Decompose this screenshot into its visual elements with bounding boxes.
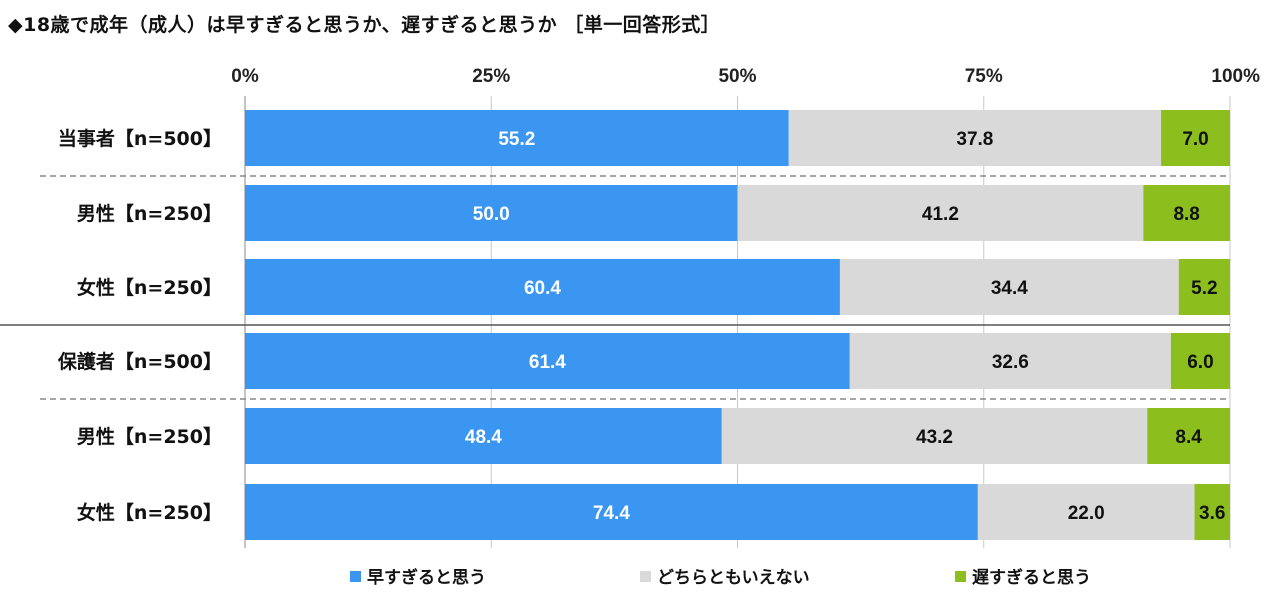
bar-segment	[1170, 333, 1230, 389]
legend-swatch	[955, 571, 966, 582]
data-label: 55.2	[498, 129, 535, 150]
category-label: 男性【n=250】	[77, 202, 222, 225]
data-label: 5.2	[1191, 278, 1217, 299]
x-tick-label: 100%	[1211, 66, 1260, 87]
bar-segment	[245, 408, 722, 464]
data-label: 60.4	[524, 278, 561, 299]
data-label: 41.2	[922, 204, 959, 225]
bar-segment	[1147, 408, 1230, 464]
bar-segment	[721, 408, 1148, 464]
legend-label: どちらともいえない	[657, 568, 810, 588]
chart-title: ◆18歳で成年（成人）は早すぎると思うか、遅すぎると思うか ［単一回答形式］	[8, 14, 721, 36]
data-label: 8.8	[1173, 204, 1199, 225]
x-tick-label: 0%	[231, 66, 259, 87]
data-label: 61.4	[529, 352, 566, 373]
group-separators	[0, 175, 1230, 400]
bar-segment	[1178, 259, 1230, 315]
bar-segment	[1161, 110, 1230, 166]
bar-segment	[977, 484, 1195, 540]
bar-segment	[1143, 185, 1230, 241]
data-label: 32.6	[992, 352, 1029, 373]
legend: 早すぎると思う どちらともいえない 遅すぎると思う	[350, 567, 1091, 588]
bar-segment	[737, 185, 1144, 241]
data-label: 43.2	[916, 427, 953, 448]
legend-swatch	[640, 571, 651, 582]
bar-segment	[245, 259, 840, 315]
category-labels: 当事者【n=500】男性【n=250】女性【n=250】保護者【n=500】男性…	[57, 127, 222, 524]
data-label: 50.0	[473, 204, 510, 225]
data-label: 8.4	[1175, 427, 1202, 448]
legend-label: 早すぎると思う	[367, 567, 486, 588]
category-label: 当事者【n=500】	[58, 127, 222, 150]
data-label: 34.4	[991, 278, 1028, 299]
data-label: 3.6	[1199, 503, 1225, 524]
category-label: 男性【n=250】	[77, 425, 222, 448]
data-label: 7.0	[1182, 129, 1208, 150]
bars: 55.2 37.8 7.0 50.0 41.2 8.8 60.4 34.4 5.2 61.4 32.…	[245, 110, 1230, 540]
category-label: 保護者【n=500】	[57, 350, 222, 373]
bar-segment	[245, 185, 738, 241]
bar-segment	[839, 259, 1179, 315]
category-label: 女性【n=250】	[77, 276, 222, 299]
bar-segment	[245, 333, 850, 389]
data-label: 37.8	[956, 129, 993, 150]
data-label: 6.0	[1187, 352, 1213, 373]
x-axis-ticks: 0% 25% 50% 75% 100%	[231, 66, 1260, 87]
bar-segment	[849, 333, 1171, 389]
bar-segment	[245, 110, 789, 166]
x-tick-label: 25%	[472, 66, 510, 87]
x-tick-label: 75%	[965, 66, 1003, 87]
category-label: 女性【n=250】	[77, 501, 222, 524]
bar-segment	[1194, 484, 1230, 540]
data-label: 22.0	[1068, 503, 1105, 524]
legend-label: 遅すぎると思う	[972, 567, 1091, 588]
data-label: 74.4	[593, 503, 630, 524]
bar-segment	[788, 110, 1162, 166]
data-label: 48.4	[465, 427, 502, 448]
gridlines	[244, 96, 1231, 548]
bar-segment	[245, 484, 978, 540]
legend-swatch	[350, 571, 361, 582]
x-tick-label: 50%	[718, 66, 756, 87]
